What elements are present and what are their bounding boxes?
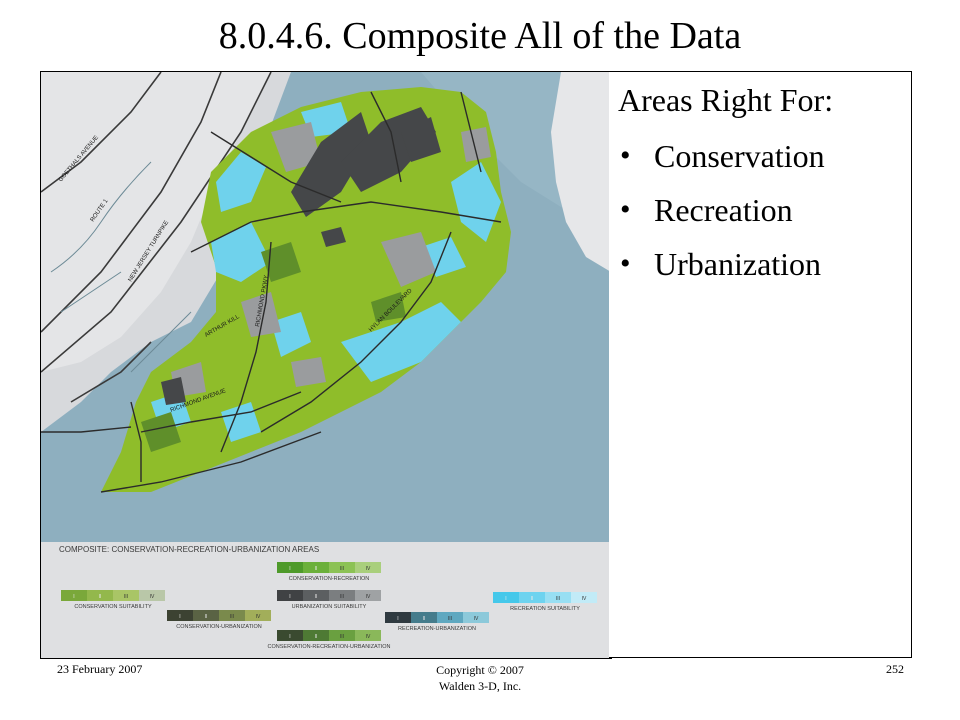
brooklyn-land <box>551 72 611 272</box>
legend-class-label: II <box>205 614 208 620</box>
bullet-urbanization: • Urbanization <box>618 244 825 298</box>
legend-class-label: I <box>289 566 290 572</box>
legend-swatch <box>277 630 303 641</box>
nj-streams <box>50 161 192 373</box>
legend-class-label: I <box>289 594 290 600</box>
legend-label: CONSERVATION-RECREATION-URBANIZATION <box>268 644 391 650</box>
bullet-label: Conservation <box>654 138 825 174</box>
legend-class-label: III <box>340 566 344 572</box>
legend-class-label: III <box>340 634 344 640</box>
legend-class-label: IV <box>150 594 155 600</box>
bullet-list: • Conservation • Recreation • Urbanization <box>618 136 825 298</box>
legend-class-label: IV <box>474 616 479 622</box>
legend-class-label: II <box>423 616 426 622</box>
legend-swatch <box>303 630 329 641</box>
legend-class-label: III <box>448 616 452 622</box>
legend-class-label: I <box>179 614 180 620</box>
legend-swatch <box>329 590 355 601</box>
legend-swatch <box>571 592 597 603</box>
footer-date: 23 February 2007 <box>57 662 143 676</box>
text-panel: Areas Right For: • Conservation • Recreati… <box>609 71 912 658</box>
bullet-conservation: • Conservation <box>618 136 825 190</box>
legend-swatch <box>355 562 381 573</box>
legend-swatch <box>277 590 303 601</box>
legend-class-label: IV <box>366 566 371 572</box>
legend-swatch <box>303 562 329 573</box>
legend-class-label: IV <box>582 596 587 602</box>
legend-label: URBANIZATION SUITABILITY <box>292 604 367 610</box>
legend-swatch <box>329 630 355 641</box>
legend-class-label: III <box>340 594 344 600</box>
legend-swatch <box>329 562 355 573</box>
nj-roads <box>41 72 272 403</box>
legend-class-label: II <box>315 594 318 600</box>
legend-swatch <box>193 610 219 621</box>
legend-swatch <box>219 610 245 621</box>
legend-swatch <box>277 562 303 573</box>
composite-map-photo: ROUTE 1 NEW JERSEY TURNPIKE GOETHALS AVE… <box>40 71 612 659</box>
legend-swatch <box>61 590 87 601</box>
bullet-recreation: • Recreation <box>618 190 825 244</box>
legend-class-label: III <box>556 596 560 602</box>
legend-class-label: I <box>73 594 74 600</box>
legend-swatch <box>355 630 381 641</box>
legend-class-label: II <box>315 566 318 572</box>
bullet-icon: • <box>620 139 631 172</box>
legend-class-label: III <box>124 594 128 600</box>
legend-swatch <box>519 592 545 603</box>
legend-label: CONSERVATION-URBANIZATION <box>176 624 261 630</box>
legend-class-label: II <box>99 594 102 600</box>
legend-label: RECREATION SUITABILITY <box>510 606 580 612</box>
bullet-label: Recreation <box>654 192 793 228</box>
legend-swatch <box>139 590 165 601</box>
footer-page-number: 252 <box>886 662 904 676</box>
legend-label: CONSERVATION SUITABILITY <box>74 604 152 610</box>
legend-swatch <box>411 612 437 623</box>
legend-swatch <box>437 612 463 623</box>
footer-copyright: Copyright © 2007 Walden 3-D, Inc. <box>380 662 580 694</box>
conservation-dark-patches <box>141 242 406 452</box>
new-jersey-land <box>41 72 271 372</box>
slide-title: 8.0.4.6. Composite All of the Data <box>218 15 742 57</box>
map-title: COMPOSITE: CONSERVATION-RECREATION-URBAN… <box>59 545 319 554</box>
legend-class-label: IV <box>366 594 371 600</box>
legend-swatch <box>113 590 139 601</box>
legend-class-label: I <box>505 596 506 602</box>
legend-swatch <box>167 610 193 621</box>
legend-label: CONSERVATION-RECREATION <box>289 576 370 582</box>
legend-swatch <box>87 590 113 601</box>
legend-swatch <box>303 590 329 601</box>
legend-class-label: IV <box>366 634 371 640</box>
bullet-icon: • <box>620 193 631 226</box>
legend-class-label: I <box>397 616 398 622</box>
legend-swatch <box>245 610 271 621</box>
legend-class-label: I <box>289 634 290 640</box>
bullet-icon: • <box>620 247 631 280</box>
legend-conservation-recreation-urbanization: I II III IVCONSERVATION-RECREATION-URBANIZA… <box>268 630 391 650</box>
copyright-line-2: Walden 3-D, Inc. <box>438 679 522 693</box>
legend-swatch <box>463 612 489 623</box>
legend-swatch <box>545 592 571 603</box>
legend-label: RECREATION-URBANIZATION <box>398 626 476 632</box>
bullet-label: Urbanization <box>654 246 822 282</box>
legend-swatch <box>493 592 519 603</box>
legend-class-label: IV <box>256 614 261 620</box>
legend-swatch <box>355 590 381 601</box>
legend-swatch <box>385 612 411 623</box>
areas-heading: Areas Right For: <box>618 82 834 118</box>
island-roads <box>41 91 502 493</box>
copyright-line-1: Copyright © 2007 <box>436 663 524 677</box>
legend-class-label: III <box>230 614 234 620</box>
legend-class-label: II <box>315 634 318 640</box>
legend-class-label: II <box>531 596 534 602</box>
